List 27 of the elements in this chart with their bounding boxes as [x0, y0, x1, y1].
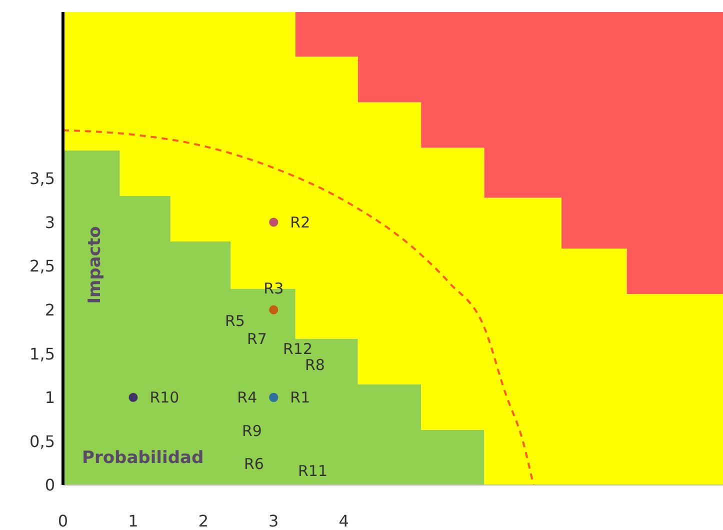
series-label: R2: [290, 214, 310, 232]
y-tick-label: 2,5: [30, 256, 55, 276]
x-tick-label: 2: [198, 511, 209, 530]
y-tick-label: 1,5: [30, 344, 55, 364]
y-axis-title: Impacto: [85, 226, 105, 304]
annotation: R6: [244, 455, 264, 473]
annotation: R12: [283, 340, 313, 358]
series-label: R1: [290, 388, 310, 407]
x-tick-label: 3: [268, 511, 279, 530]
y-tick-label: 1: [44, 388, 55, 408]
y-tick-label: 2: [44, 300, 55, 320]
annotation: R5: [225, 312, 245, 330]
annotation: R7: [247, 330, 267, 348]
x-axis-title: Probabilidad: [82, 448, 204, 468]
y-tick-label: 0: [44, 476, 55, 495]
x-tick-label: 0: [58, 511, 68, 530]
x-tick-label: 1: [128, 511, 138, 530]
y-tick-label: 0,5: [30, 432, 55, 451]
annotation: R9: [242, 422, 262, 440]
y-tick-label: 3: [44, 212, 55, 232]
annotation: R8: [305, 356, 325, 374]
series-label: R4: [237, 388, 258, 407]
series-label: R10: [150, 388, 180, 407]
annotation: R11: [298, 462, 328, 480]
series-label: R3: [264, 279, 284, 298]
x-tick-label: 4: [338, 511, 349, 530]
y-tick-label: 3,5: [30, 169, 55, 188]
